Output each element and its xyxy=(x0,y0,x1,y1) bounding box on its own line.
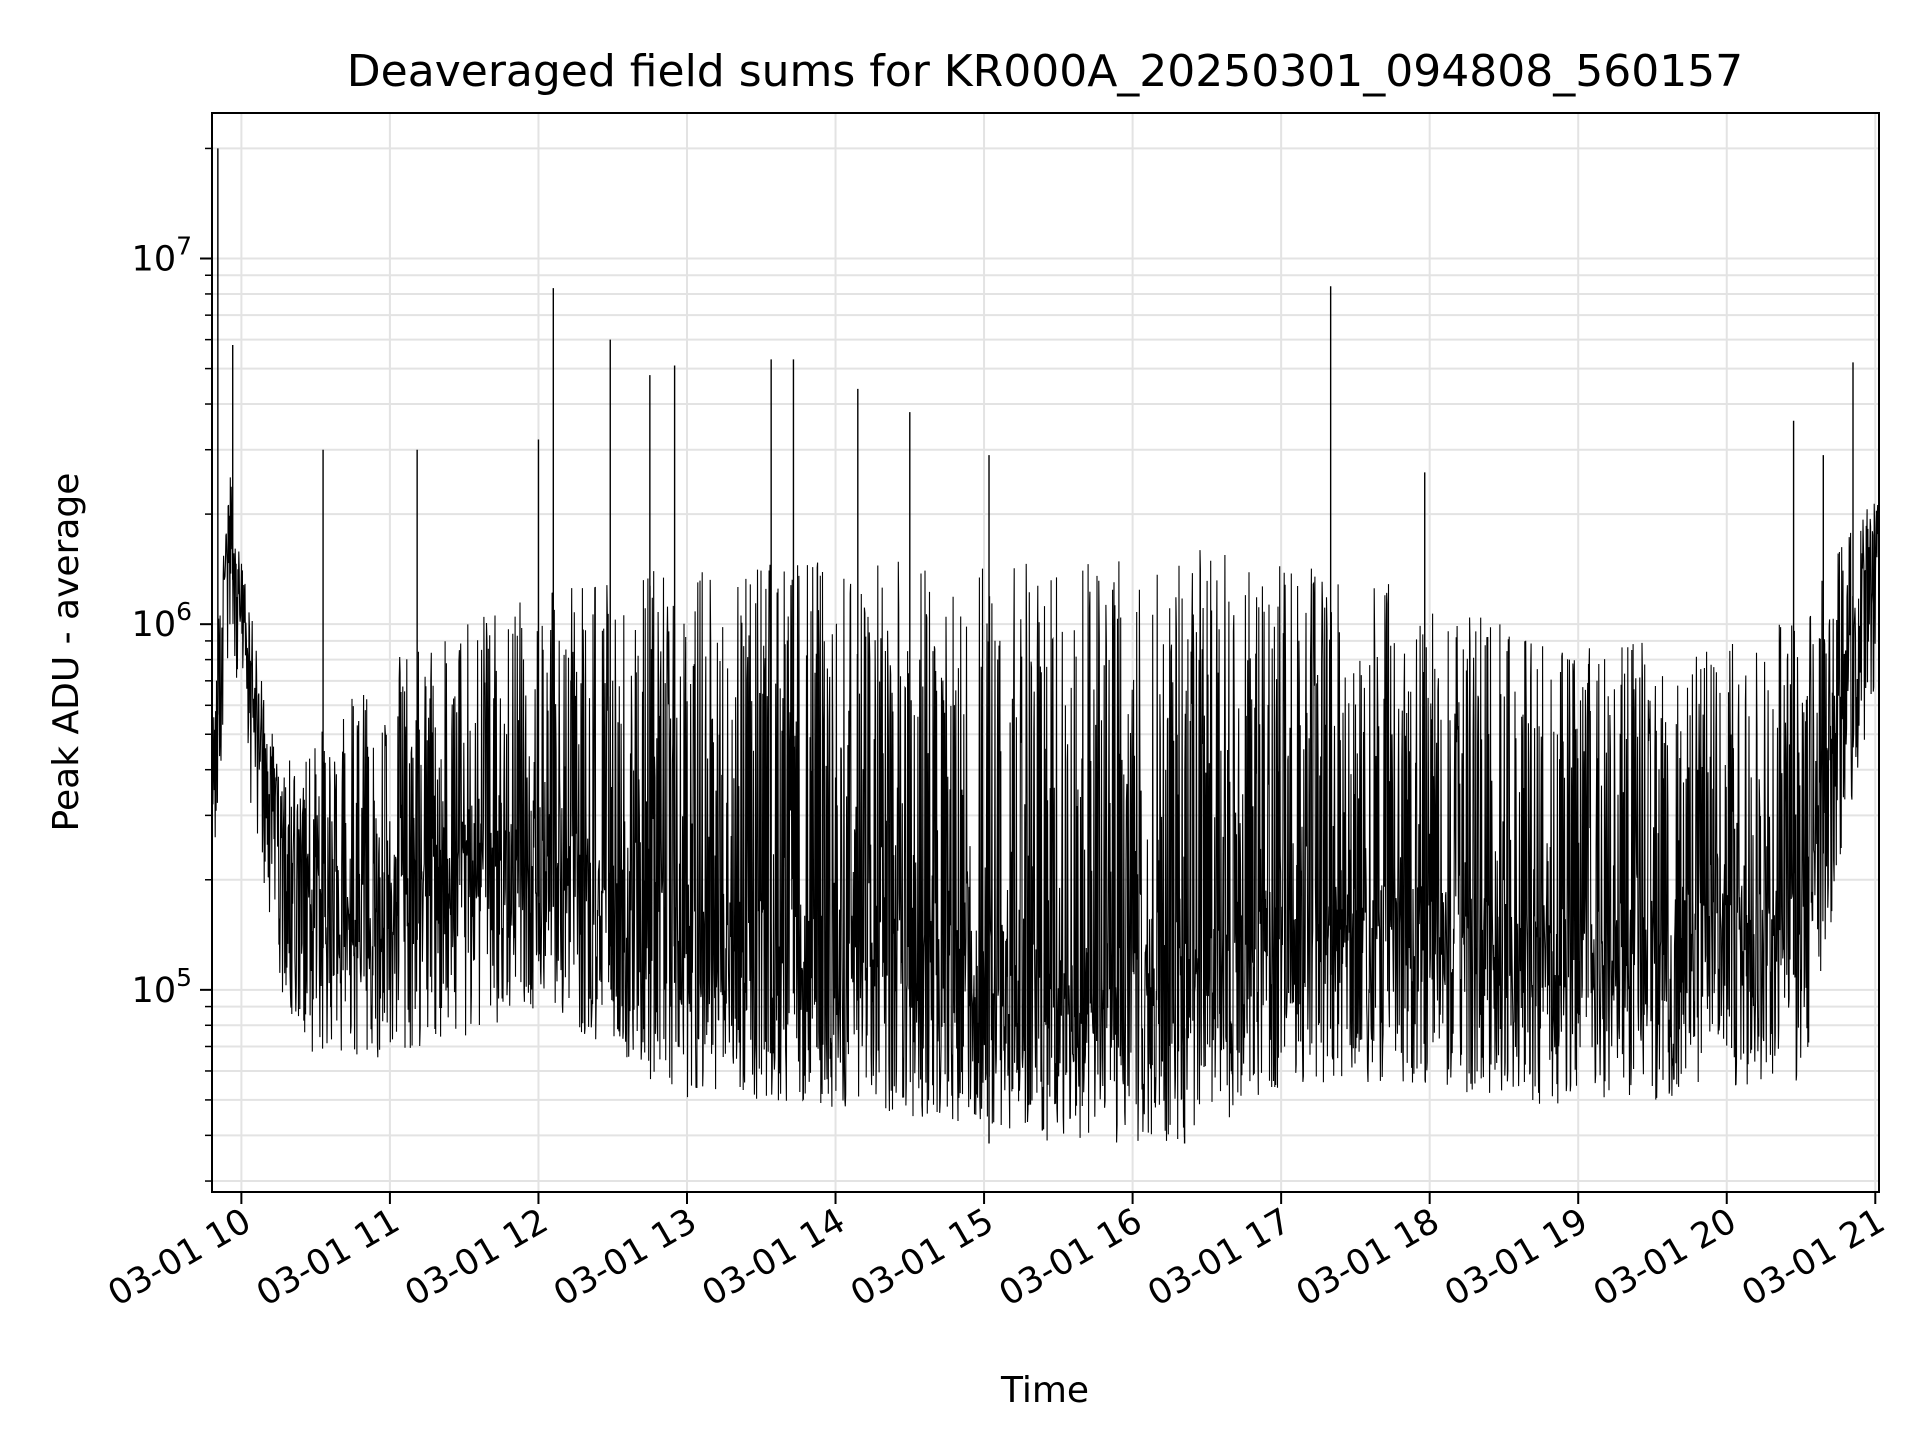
plot-frame xyxy=(211,112,1880,1193)
y-tick-base: 10 xyxy=(132,971,177,1011)
y-tick-exponent: 5 xyxy=(176,963,192,992)
y-tick-label: 105 xyxy=(132,963,192,1011)
series-line xyxy=(212,477,1879,1143)
series-group xyxy=(212,148,1879,1144)
y-tick-base: 10 xyxy=(132,605,177,645)
x-axis-label: Time xyxy=(1000,1370,1089,1411)
y-tick-exponent: 7 xyxy=(176,232,192,261)
chart-title: Deaveraged field sums for KR000A_2025030… xyxy=(347,46,1743,97)
y-tick-label: 106 xyxy=(132,597,192,645)
y-tick-exponent: 6 xyxy=(176,597,192,626)
y-axis-label: Peak ADU - average xyxy=(46,473,87,832)
y-tick-base: 10 xyxy=(132,240,177,280)
plot-area xyxy=(212,148,1879,1144)
y-tick-label: 107 xyxy=(132,232,192,280)
